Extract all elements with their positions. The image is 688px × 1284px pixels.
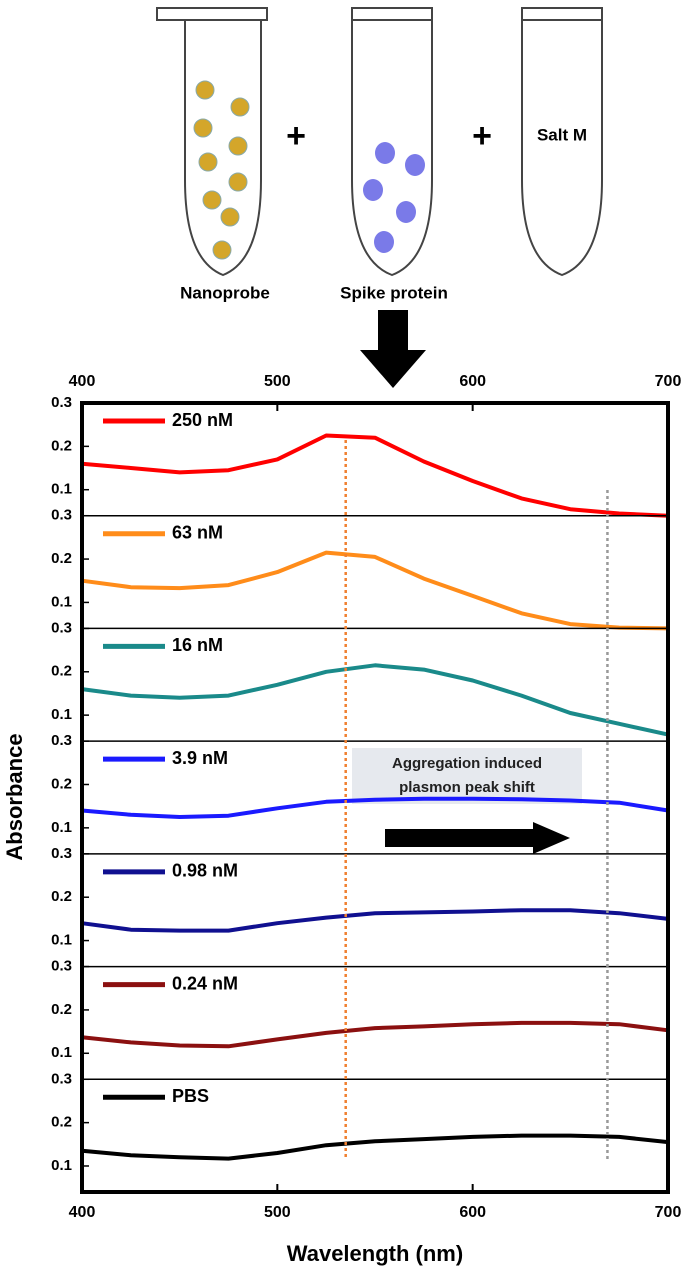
y-tick-label: 0.1: [51, 819, 72, 836]
y-tick-label: 0.1: [51, 706, 72, 723]
y-tick-label: 0.2: [51, 437, 72, 454]
legend-label: PBS: [172, 1086, 209, 1106]
y-axis-title: Absorbance: [2, 733, 27, 860]
x-tick-label: 500: [264, 373, 291, 390]
legend-label: 0.24 nM: [172, 973, 238, 993]
y-tick-label: 0.3: [51, 619, 72, 636]
series-line: [81, 796, 669, 819]
series-line: [81, 433, 669, 518]
x-tick-label: 600: [459, 373, 486, 390]
tube: [156, 7, 268, 277]
y-tick-label: 0.2: [51, 888, 72, 905]
down-arrow: [360, 310, 426, 388]
y-tick-label: 0.1: [51, 481, 72, 498]
y-tick-label: 0.3: [51, 1070, 72, 1087]
x-tick-label: 700: [655, 1204, 682, 1221]
y-tick-label: 0.2: [51, 1114, 72, 1131]
plot-frame: [80, 401, 670, 1194]
legend-label: 0.98 nM: [172, 861, 238, 881]
x-tick-label: 700: [655, 373, 682, 390]
x-tick-label: 500: [264, 1204, 291, 1221]
annotation-box: [352, 748, 582, 804]
y-tick-label: 0.2: [51, 550, 72, 567]
y-tick-label: 0.3: [51, 507, 72, 524]
plus-sign: +: [286, 117, 306, 155]
x-tick-label: 400: [69, 373, 96, 390]
series-line: [81, 1133, 669, 1161]
tube-label: Spike protein: [340, 283, 448, 302]
x-tick-label: 400: [69, 1204, 96, 1221]
legend-label: 63 nM: [172, 522, 223, 542]
y-tick-label: 0.1: [51, 1157, 72, 1174]
y-tick-label: 0.2: [51, 775, 72, 792]
legend-label: 3.9 nM: [172, 748, 228, 768]
series-line: [81, 550, 669, 631]
arrow-body: [385, 829, 535, 847]
annotation: Aggregation induced: [392, 755, 542, 772]
legend-label: 16 nM: [172, 635, 223, 655]
y-tick-label: 0.1: [51, 1044, 72, 1061]
annotation: plasmon peak shift: [399, 779, 535, 796]
tube: [521, 7, 603, 277]
x-tick-label: 600: [459, 1204, 486, 1221]
y-tick-label: 0.3: [51, 732, 72, 749]
series-line: [81, 1020, 669, 1049]
y-tick-label: 0.1: [51, 932, 72, 949]
tube: [351, 7, 433, 277]
arrow-head: [533, 822, 570, 854]
y-tick-label: 0.3: [51, 845, 72, 862]
legend-label: 250 nM: [172, 410, 233, 430]
plus-sign: +: [472, 117, 492, 155]
x-axis-title: Wavelength (nm): [287, 1241, 463, 1266]
y-tick-label: 0.1: [51, 593, 72, 610]
series-line: [81, 908, 669, 933]
proteins: [363, 142, 425, 253]
y-tick-label: 0.3: [51, 394, 72, 411]
illustration: [156, 7, 603, 388]
y-tick-label: 0.2: [51, 663, 72, 680]
y-tick-label: 0.3: [51, 958, 72, 975]
tube-label: Salt M: [537, 125, 587, 144]
tube-label: Nanoprobe: [180, 283, 270, 302]
series-line: [81, 663, 669, 737]
y-tick-label: 0.2: [51, 1001, 72, 1018]
nanoparticles: [193, 80, 250, 260]
